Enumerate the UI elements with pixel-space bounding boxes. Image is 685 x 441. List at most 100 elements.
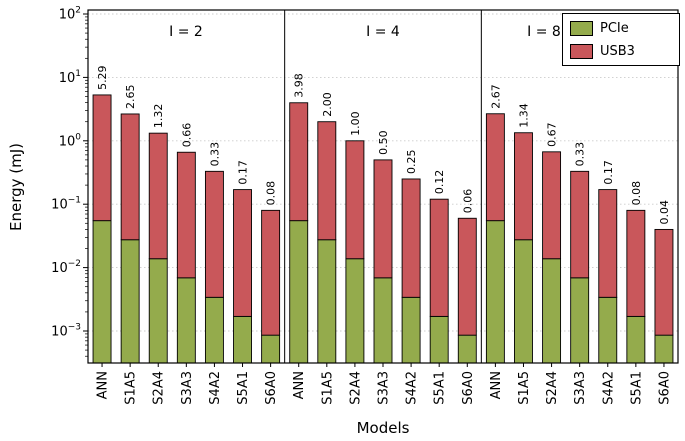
bar-segment-usb3	[429, 198, 449, 317]
bar-value-label: 0.17	[237, 160, 250, 185]
x-tick-label: S4A2	[208, 371, 223, 405]
bar-segment-pcie	[261, 334, 281, 364]
usb3-color-swatch	[570, 44, 593, 59]
bar-segment-usb3	[176, 151, 196, 279]
x-tick-label: S3A3	[573, 371, 588, 405]
x-tick-label: ANN	[96, 371, 111, 399]
bar-segment-usb3	[233, 189, 252, 317]
bar-value-label: 0.08	[630, 181, 643, 206]
x-tick-label: S5A1	[629, 371, 644, 405]
bar-segment-usb3	[654, 228, 674, 336]
legend-entry-usb3: USB3	[570, 44, 673, 59]
bar-segment-pcie	[373, 277, 393, 364]
bar-segment-pcie	[626, 315, 646, 364]
bar-segment-pcie	[514, 239, 533, 364]
y-axis-label: Energy (mJ)	[7, 142, 25, 232]
bar-value-label: 0.50	[377, 130, 390, 155]
bar-segment-usb3	[345, 140, 365, 260]
bar-value-label: 2.00	[321, 92, 334, 117]
bar-value-label: 2.65	[124, 84, 137, 109]
bar-value-label: 0.12	[433, 170, 446, 195]
x-tick-label: S2A4	[348, 371, 363, 405]
bar-value-label: 0.67	[546, 122, 559, 147]
bar-segment-pcie	[233, 315, 252, 364]
y-tick-label: 10−3	[51, 323, 81, 340]
bar-segment-usb3	[542, 151, 562, 260]
panel-title-i8: I = 8	[527, 24, 561, 40]
x-tick-label: S6A0	[461, 371, 476, 405]
bar-segment-usb3	[289, 102, 309, 222]
bar-segment-pcie	[542, 258, 562, 364]
x-tick-label: S1A5	[124, 371, 139, 405]
bar-segment-usb3	[401, 178, 421, 298]
bar-value-label: 0.06	[461, 189, 474, 214]
x-tick-label: S2A4	[545, 371, 560, 405]
y-tick-label: 102	[59, 6, 81, 23]
bar-value-label: 3.98	[293, 73, 306, 98]
bar-segment-pcie	[570, 277, 590, 364]
bar-value-label: 0.33	[574, 142, 587, 167]
x-tick-label: S3A3	[180, 371, 195, 405]
bar-segment-usb3	[598, 189, 618, 298]
bar-segment-pcie	[92, 220, 112, 364]
bar-segment-usb3	[570, 170, 590, 279]
bar-segment-usb3	[120, 113, 140, 241]
bar-value-label: 2.67	[489, 84, 502, 109]
x-tick-label: S6A0	[657, 371, 672, 405]
bar-value-label: 0.66	[180, 123, 193, 148]
bar-segment-usb3	[317, 121, 337, 241]
y-tick-label: 101	[59, 69, 81, 86]
x-tick-label: S3A3	[377, 371, 392, 405]
y-tick-label: 10−1	[51, 196, 81, 213]
x-tick-label: ANN	[292, 371, 307, 399]
y-tick-label: 100	[59, 132, 82, 149]
bar-segment-pcie	[204, 296, 224, 364]
panel-title-i4: I = 4	[366, 24, 400, 40]
plot-border	[87, 9, 679, 364]
bar-value-label: 0.04	[658, 200, 671, 225]
bar-segment-usb3	[457, 217, 477, 336]
x-tick-label: S2A4	[152, 371, 167, 405]
x-tick-label: S1A5	[320, 371, 335, 405]
bar-value-label: 1.34	[517, 103, 530, 128]
bar-segment-pcie	[598, 296, 618, 364]
x-tick-label: S5A1	[433, 371, 448, 405]
bar-segment-pcie	[289, 220, 309, 364]
bar-value-label: 0.33	[208, 142, 221, 167]
x-tick-label: S5A1	[236, 371, 251, 405]
legend: PCIe USB3	[562, 13, 680, 66]
panel-title-i2: I = 2	[169, 24, 203, 40]
x-tick-label: S6A0	[264, 371, 279, 405]
bar-segment-pcie	[317, 239, 337, 364]
bar-segment-usb3	[373, 159, 393, 279]
bar-segment-pcie	[485, 220, 505, 364]
legend-entry-pcie: PCIe	[570, 21, 673, 36]
x-tick-label: S1A5	[517, 371, 532, 405]
bar-segment-pcie	[401, 296, 421, 364]
x-axis-label: Models	[356, 419, 410, 437]
bar-value-label: 0.25	[405, 149, 418, 174]
bar-value-label: 0.08	[265, 181, 278, 206]
bar-segment-usb3	[514, 132, 533, 241]
bar-segment-pcie	[345, 258, 365, 364]
x-tick-label: S4A2	[601, 371, 616, 405]
bar-segment-pcie	[176, 277, 196, 364]
bar-segment-usb3	[261, 209, 281, 336]
bar-segment-pcie	[120, 239, 140, 364]
bar-segment-pcie	[148, 258, 168, 364]
y-tick-label: 10−2	[51, 259, 81, 276]
x-tick-label: ANN	[489, 371, 504, 399]
bar-segment-usb3	[92, 94, 112, 222]
bar-value-label: 1.32	[152, 104, 165, 129]
bar-segment-pcie	[654, 334, 674, 364]
bar-segment-pcie	[457, 334, 477, 364]
bar-segment-usb3	[148, 132, 168, 260]
bar-segment-pcie	[429, 315, 449, 364]
pcie-color-swatch	[570, 21, 593, 36]
bar-segment-usb3	[626, 209, 646, 317]
bar-segment-usb3	[485, 113, 505, 222]
bar-value-label: 5.29	[96, 65, 109, 90]
bar-segment-usb3	[204, 170, 224, 298]
legend-label-pcie: PCIe	[600, 21, 629, 36]
